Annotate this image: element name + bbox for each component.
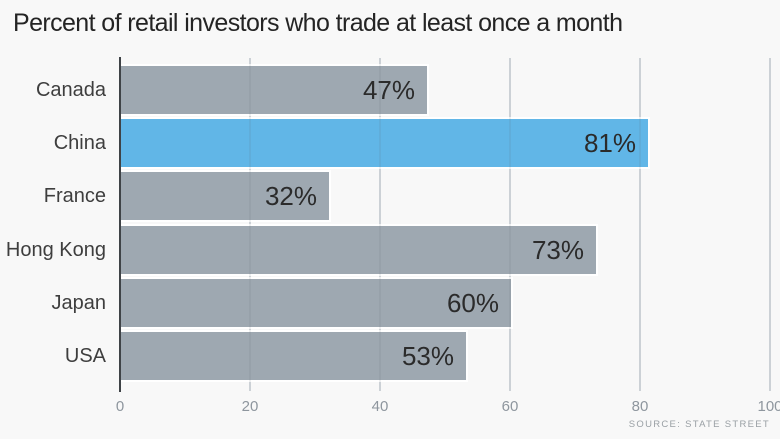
category-label: Canada [35, 78, 106, 101]
category-label: China [53, 131, 106, 154]
category-label: USA [64, 344, 106, 367]
chart-title: Percent of retail investors who trade at… [13, 9, 623, 37]
bar: 53% [121, 330, 468, 382]
gridline-overlay [769, 58, 771, 391]
bar-value-label: 73% [531, 234, 584, 265]
category-label: Hong Kong [5, 238, 106, 261]
bar-value-label: 47% [362, 74, 415, 105]
x-tick-label: 80 [631, 398, 649, 415]
bar-value-label: 60% [446, 287, 499, 318]
x-tick-label: 20 [241, 398, 259, 415]
x-tick-label: 40 [371, 398, 389, 415]
bar-value-label: 32% [264, 180, 317, 211]
x-tick-label: 0 [115, 398, 125, 415]
gridline [769, 58, 771, 391]
gridline-overlay [509, 58, 511, 391]
bar: 60% [121, 277, 513, 329]
y-axis-line [119, 57, 121, 392]
gridline-overlay [249, 58, 251, 391]
category-label: Japan [51, 291, 107, 314]
bar: 32% [121, 170, 331, 222]
gridline-overlay [639, 58, 641, 391]
bar-value-label: 53% [401, 340, 454, 371]
source-credit: SOURCE: STATE STREET [628, 419, 770, 430]
gridline-overlay [379, 58, 381, 391]
gridline [639, 58, 641, 391]
category-label: France [43, 184, 106, 207]
bar: 47% [121, 64, 429, 116]
x-tick-label: 60 [501, 398, 519, 415]
x-tick-label: 100 [757, 398, 780, 415]
bar: 73% [121, 224, 598, 276]
bar-highlighted: 81% [121, 117, 650, 169]
bar-value-label: 81% [583, 127, 636, 158]
